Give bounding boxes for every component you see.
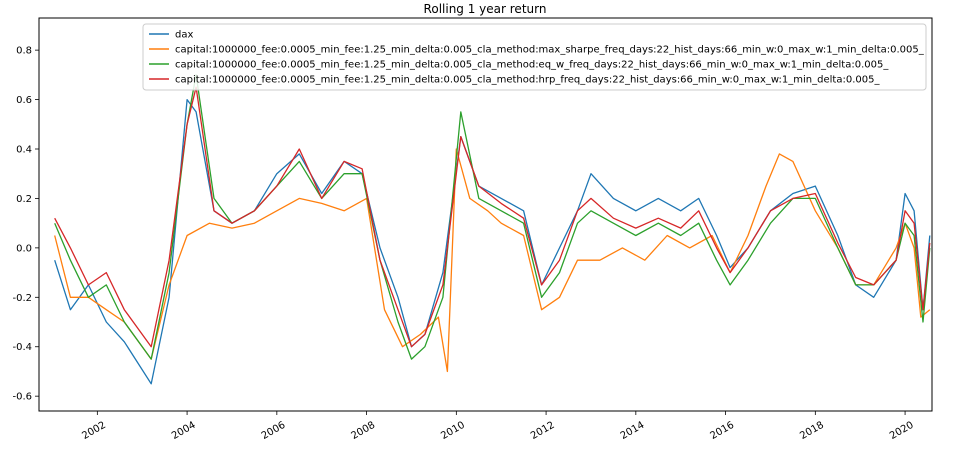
x-tick-label: 2010 xyxy=(439,420,467,442)
series-line-3 xyxy=(54,86,931,348)
x-tick-label: 2018 xyxy=(798,420,826,442)
x-tick-label: 2012 xyxy=(529,420,557,442)
legend-label: capital:1000000_fee:0.0005_min_fee:1.25_… xyxy=(175,45,925,56)
x-tick-label: 2004 xyxy=(170,420,198,442)
y-tick-label: 0.2 xyxy=(16,194,32,205)
legend-label: dax xyxy=(175,30,193,41)
y-tick-label: 0.8 xyxy=(16,46,32,57)
y-tick-label: -0.6 xyxy=(12,392,32,403)
x-tick-label: 2008 xyxy=(350,420,378,442)
series-line-1 xyxy=(54,148,931,373)
x-tick-label: 2014 xyxy=(619,420,647,442)
legend: dax capital:1000000_fee:0.0005_min_fee:1.… xyxy=(142,23,927,91)
legend-box xyxy=(142,23,927,91)
series-layer xyxy=(54,74,931,385)
legend-label: capital:1000000_fee:0.0005_min_fee:1.25_… xyxy=(175,60,889,71)
y-tick-label: 0.0 xyxy=(16,243,32,254)
x-tick-label: 2006 xyxy=(260,420,288,442)
y-tick-label: -0.4 xyxy=(12,342,32,353)
y-tick-label: -0.2 xyxy=(12,293,32,304)
x-tick-label: 2016 xyxy=(709,420,737,442)
chart-title: Rolling 1 year return xyxy=(424,2,547,16)
y-axis: -0.6 -0.4 -0.2 0.0 0.2 0.4 0.6 0.8 xyxy=(12,46,39,403)
series-line-0 xyxy=(54,98,931,385)
x-tick-label: 2002 xyxy=(80,420,108,442)
y-tick-label: 0.4 xyxy=(16,145,32,156)
x-axis: 2002 2004 2006 2008 2010 2012 2014 2016 2018 2020 xyxy=(80,411,916,442)
plot-frame xyxy=(38,17,933,412)
legend-label: capital:1000000_fee:0.0005_min_fee:1.25_… xyxy=(175,75,880,86)
y-tick-label: 0.6 xyxy=(16,95,32,106)
x-tick-label: 2020 xyxy=(888,420,916,442)
